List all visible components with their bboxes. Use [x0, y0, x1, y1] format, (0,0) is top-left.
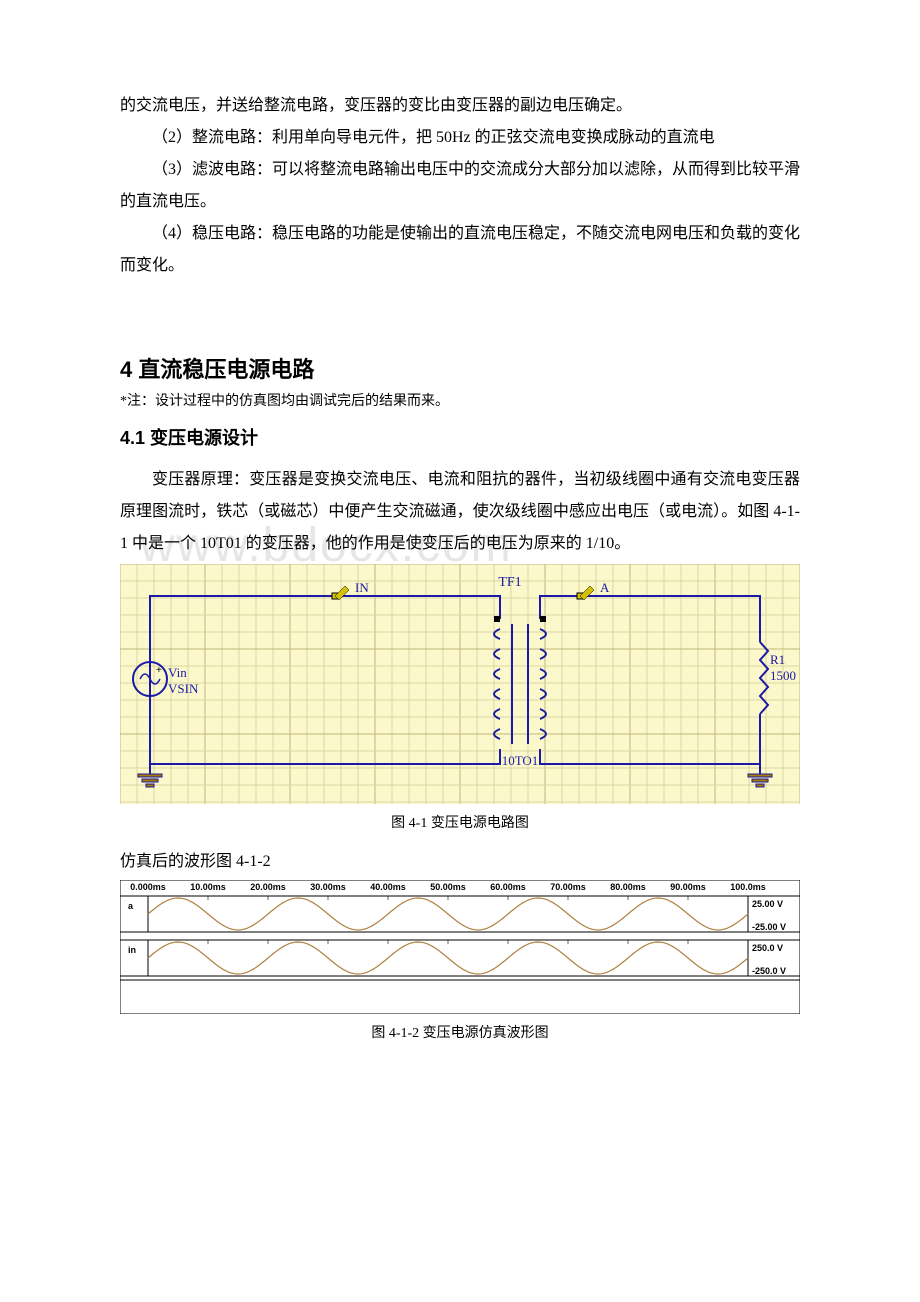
svg-text:0.000ms: 0.000ms — [130, 882, 166, 892]
svg-text:in: in — [128, 945, 136, 955]
svg-text:Vin: Vin — [168, 665, 187, 680]
svg-text:80.00ms: 80.00ms — [610, 882, 646, 892]
svg-text:30.00ms: 30.00ms — [310, 882, 346, 892]
paragraph-regulator: （4）稳压电路：稳压电路的功能是使输出的直流电压稳定，不随交流电网电压和负载的变… — [120, 218, 800, 282]
svg-text:-25.00 V: -25.00 V — [752, 922, 786, 932]
svg-text:+: + — [156, 665, 162, 676]
caption-figure-4-1-2: 图 4-1-2 变压电源仿真波形图 — [120, 1022, 800, 1042]
waveform-diagram: 0.000ms 10.00ms 20.00ms 30.00ms 40.00ms 50.00… — [120, 880, 800, 1014]
svg-text:1500: 1500 — [770, 668, 796, 683]
paragraph-intro-cont: 的交流电压，并送给整流电路，变压器的变比由变压器的副边电压确定。 — [120, 90, 800, 122]
svg-text:70.00ms: 70.00ms — [550, 882, 586, 892]
caption-figure-4-1: 图 4-1 变压电源电路图 — [120, 812, 800, 832]
svg-text:TF1: TF1 — [498, 575, 521, 590]
circuit-diagram: + IN A TF1 VinVSIN 10TO1 R11500 — [120, 564, 800, 804]
svg-text:100.0ms: 100.0ms — [730, 882, 766, 892]
svg-text:25.00 V: 25.00 V — [752, 899, 783, 909]
note-text: *注：设计过程中的仿真图均由调试完后的结果而来。 — [120, 390, 800, 410]
svg-text:A: A — [600, 580, 610, 595]
svg-text:40.00ms: 40.00ms — [370, 882, 406, 892]
svg-text:60.00ms: 60.00ms — [490, 882, 526, 892]
svg-text:-250.0 V: -250.0 V — [752, 966, 786, 976]
svg-text:IN: IN — [355, 580, 369, 595]
svg-text:250.0 V: 250.0 V — [752, 943, 783, 953]
svg-text:VSIN: VSIN — [168, 681, 199, 696]
paragraph-rectifier: （2）整流电路：利用单向导电元件，把 50Hz 的正弦交流电变换成脉动的直流电 — [120, 122, 800, 154]
paragraph-filter: （3）滤波电路：可以将整流电路输出电压中的交流成分大部分加以滤除，从而得到比较平… — [120, 154, 800, 218]
paragraph-transformer: 变压器原理：变压器是变换交流电压、电流和阻抗的器件，当初级线圈中通有交流电变压器… — [120, 464, 800, 560]
heading-section-4-1: 4.1 变压电源设计 — [120, 424, 800, 450]
svg-text:90.00ms: 90.00ms — [670, 882, 706, 892]
heading-section-4: 4 直流稳压电源电路 — [120, 352, 800, 384]
svg-text:50.00ms: 50.00ms — [430, 882, 466, 892]
svg-text:10.00ms: 10.00ms — [190, 882, 226, 892]
paragraph-wave-intro: 仿真后的波形图 4-1-2 — [120, 846, 800, 878]
svg-text:R1: R1 — [770, 652, 785, 667]
svg-text:20.00ms: 20.00ms — [250, 882, 286, 892]
svg-text:10TO1: 10TO1 — [502, 753, 539, 768]
